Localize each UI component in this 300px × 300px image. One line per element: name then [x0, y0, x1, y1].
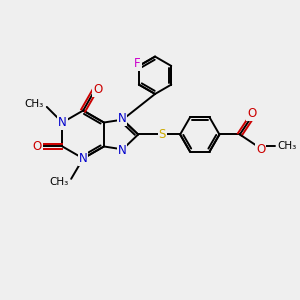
Text: F: F: [134, 57, 141, 70]
Text: O: O: [32, 140, 42, 153]
Text: CH₃: CH₃: [25, 99, 44, 109]
Text: N: N: [118, 144, 126, 157]
Text: CH₃: CH₃: [278, 142, 297, 152]
Text: O: O: [93, 83, 103, 96]
Text: N: N: [58, 116, 67, 129]
Text: O: O: [247, 107, 256, 120]
Text: O: O: [256, 143, 265, 156]
Text: S: S: [158, 128, 166, 141]
Text: CH₃: CH₃: [49, 177, 68, 187]
Text: N: N: [79, 152, 88, 165]
Text: N: N: [118, 112, 126, 125]
